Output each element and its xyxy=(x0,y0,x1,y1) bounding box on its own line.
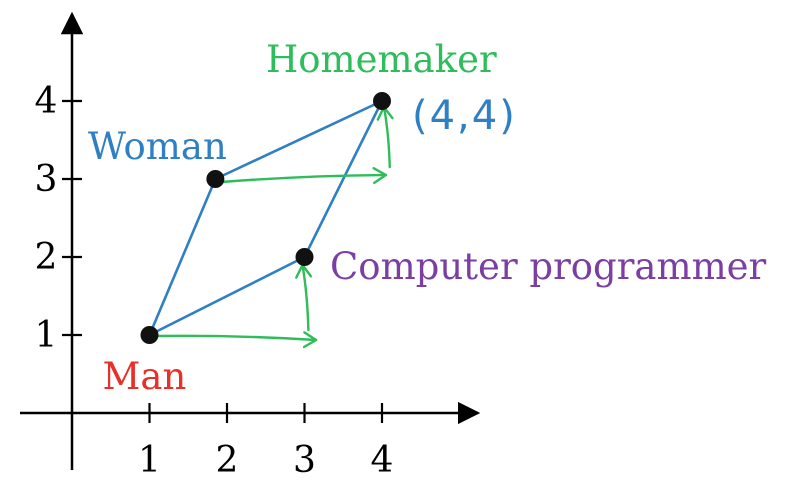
x-tick-label: 1 xyxy=(138,440,161,481)
arrow-man-up xyxy=(295,263,313,332)
y-tick-label: 4 xyxy=(35,81,58,122)
x-tick-label: 2 xyxy=(216,440,239,481)
arrow-programmer-up xyxy=(376,105,394,169)
y-tick-label: 2 xyxy=(35,237,58,278)
label-programmer: Computer programmer xyxy=(330,245,767,288)
y-tick-label: 3 xyxy=(35,159,58,200)
point-homemaker xyxy=(373,92,391,110)
label-woman: Woman xyxy=(88,125,227,168)
line-programmer-homemaker xyxy=(303,99,384,259)
label-man: Man xyxy=(103,355,187,398)
point-labels: Man Woman Computer programmer Homemaker xyxy=(88,38,767,398)
point-programmer xyxy=(295,248,314,266)
label-homemaker: Homemaker xyxy=(266,38,497,81)
x-ticks: 1 2 3 4 xyxy=(138,403,393,481)
line-woman-homemaker xyxy=(214,99,384,181)
arrow-man-right xyxy=(154,331,318,349)
y-tick-label: 1 xyxy=(35,315,58,356)
coordinate-annotation: (4,4) xyxy=(412,93,517,139)
x-tick-label: 3 xyxy=(293,440,316,481)
point-woman xyxy=(206,170,225,188)
line-man-woman xyxy=(148,177,217,337)
point-man xyxy=(140,326,159,344)
x-tick-label: 4 xyxy=(371,440,394,481)
points xyxy=(140,92,391,344)
parallelogram-lines xyxy=(148,99,384,337)
line-man-programmer xyxy=(148,255,306,337)
y-ticks: 1 2 3 4 xyxy=(35,81,82,356)
arrow-woman-right xyxy=(220,166,388,185)
